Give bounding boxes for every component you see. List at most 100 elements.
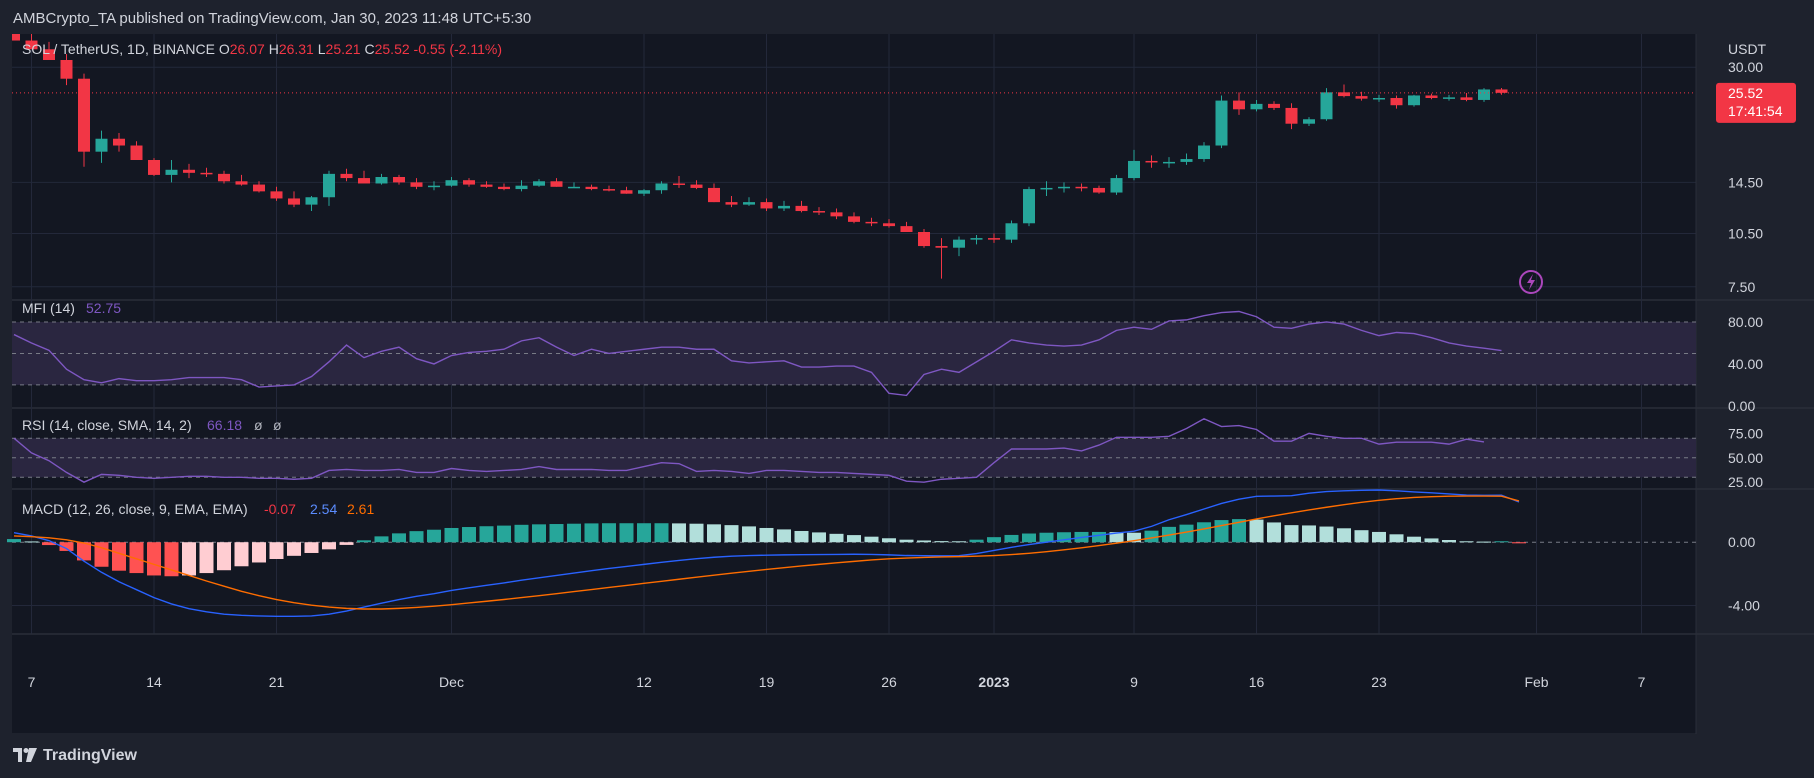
time-tick-label: 12 — [636, 674, 652, 690]
macd-histogram-bar — [217, 542, 231, 571]
time-tick-label: 26 — [881, 674, 897, 690]
macd-histogram-bar — [7, 539, 21, 543]
last-price-value: 25.52 — [1728, 85, 1763, 101]
macd-line — [13, 489, 1520, 617]
candle-body — [1285, 107, 1298, 124]
macd-tick-label: 0.00 — [1728, 534, 1755, 550]
macd-histogram-bar — [1022, 533, 1036, 543]
tradingview-logo[interactable]: TradingView — [13, 747, 137, 765]
time-tick-label: Feb — [1524, 674, 1548, 690]
rsi-title: RSI (14, close, SMA, 14, 2) — [22, 417, 192, 433]
candle-body — [1040, 187, 1053, 190]
macd-histogram-bar — [1092, 531, 1106, 543]
candle-body — [865, 221, 878, 224]
macd-histogram-bar — [514, 524, 529, 543]
rsi-tick-label: 25.00 — [1728, 474, 1763, 490]
candle-body — [60, 59, 73, 79]
lightning-icon-ring — [1519, 270, 1543, 294]
footer-bar — [0, 734, 1814, 778]
mfi-title: MFI (14) — [22, 300, 75, 316]
candle-body — [725, 202, 738, 205]
macd-histogram-bar — [479, 526, 494, 543]
candle-body — [1303, 119, 1315, 124]
macd-histogram-bar — [129, 542, 144, 574]
macd-histogram-bar — [759, 527, 774, 543]
candle-body — [708, 187, 720, 203]
macd-histogram-bar — [1284, 525, 1299, 543]
macd-histogram-bar — [882, 538, 896, 543]
macd-histogram-bar — [199, 542, 214, 574]
mfi-tick-label: 80.00 — [1728, 314, 1763, 330]
macd-histogram-bar — [374, 536, 389, 543]
macd-histogram-bar — [1407, 536, 1421, 543]
macd-title: MACD (12, 26, close, 9, EMA, EMA) — [22, 501, 248, 517]
candle-body — [323, 173, 335, 198]
candle-body — [1268, 103, 1280, 108]
rsi-tick-label: 75.00 — [1728, 425, 1763, 441]
candle-body — [1215, 100, 1228, 146]
candle-body — [1145, 160, 1158, 163]
macd-histogram-bar — [112, 542, 126, 571]
macd-histogram-bar — [1197, 522, 1211, 543]
macd-histogram-bar — [42, 542, 56, 546]
macd-histogram-bar — [549, 524, 564, 543]
candle-body — [1443, 97, 1455, 99]
candle-body — [970, 238, 983, 240]
candle-body — [1408, 95, 1420, 106]
candle-body — [445, 180, 458, 186]
macd-histogram-bar — [1354, 530, 1369, 543]
candle-body — [165, 169, 178, 175]
chart-area[interactable]: 30.00 14.50 10.50 7.50 USDT 25.52 17:41:54 80.0… — [0, 34, 1814, 734]
macd-histogram-bar — [409, 531, 424, 543]
macd-histogram-bar — [707, 524, 721, 543]
rsi-line — [13, 417, 1485, 483]
macd-signal-value: 2.61 — [347, 501, 374, 517]
candle-body — [183, 169, 195, 173]
candle-body — [883, 223, 895, 227]
macd-histogram-bar — [742, 526, 756, 543]
macd-histogram-bar — [444, 527, 459, 543]
candle-body — [288, 198, 300, 205]
macd-histogram-bar — [689, 523, 704, 543]
candle-body — [953, 239, 965, 248]
candle-body — [113, 138, 125, 146]
candle-body — [305, 197, 318, 205]
candle-body — [25, 40, 38, 50]
macd-histogram-bar — [182, 542, 196, 576]
macd-histogram-bar — [952, 541, 966, 543]
candle-body — [95, 138, 108, 152]
candle-body — [638, 190, 650, 194]
candle-body — [410, 182, 423, 187]
macd-histogram-bar — [567, 523, 581, 543]
macd-line-value: 2.54 — [310, 501, 337, 517]
candle-body — [1478, 89, 1490, 100]
candle-body — [1390, 98, 1403, 106]
candle-body — [550, 181, 563, 187]
macd-histogram-bar — [234, 542, 249, 567]
macd-histogram-bar — [917, 540, 931, 543]
candle-body — [1373, 98, 1385, 100]
candle-body — [253, 184, 265, 192]
candle-body — [778, 205, 790, 209]
candle-body — [463, 180, 475, 185]
candle-body — [743, 202, 755, 205]
macd-histogram-bar — [619, 523, 634, 543]
macd-histogram-bar — [672, 523, 686, 543]
candle-body — [1495, 89, 1508, 93]
rsi-na-label: ø — [254, 417, 263, 433]
tradingview-brand: TradingView — [43, 747, 137, 764]
candle-body — [1163, 161, 1175, 164]
macd-histogram-bar — [1459, 541, 1474, 543]
macd-histogram-bar — [584, 523, 599, 543]
header-bar: AMBCrypto_TA published on TradingView.co… — [0, 0, 1814, 34]
lightning-icon[interactable] — [1519, 270, 1543, 294]
macd-histogram-bar — [1494, 541, 1509, 543]
macd-histogram-bar — [1214, 520, 1229, 543]
macd-histogram-bar — [357, 540, 371, 543]
mfi-tick-label: 40.00 — [1728, 356, 1763, 372]
candle-body — [43, 49, 55, 60]
macd-histogram-bar — [304, 542, 319, 553]
macd-histogram-bar — [1267, 522, 1281, 543]
candle-body — [690, 184, 703, 188]
macd-histogram-bar — [339, 542, 354, 545]
